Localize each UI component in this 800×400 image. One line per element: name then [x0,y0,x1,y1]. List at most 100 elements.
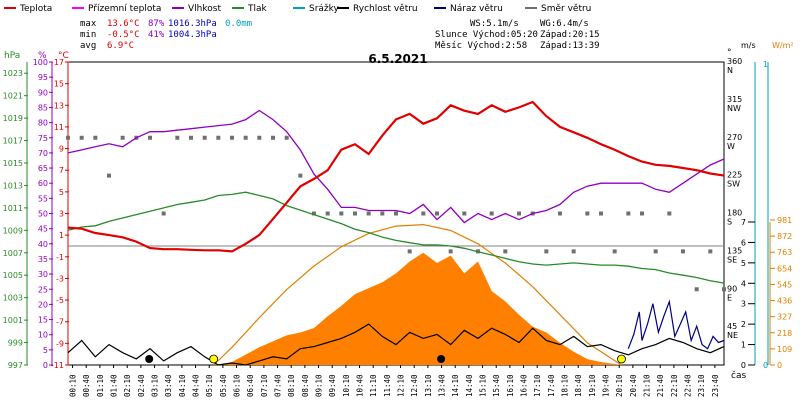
wind-direction-dot [257,135,262,140]
wind-tick-label: 2 [741,320,746,329]
humidity-tick-label: 95 [38,73,48,82]
wind-direction-dot [79,135,84,140]
wind-direction-dot [189,135,193,140]
wind-unit: m/s [741,41,756,50]
stats-block: max 13.6°C 87% 1016.3hPa 0.0mm min -0.5°… [80,19,600,51]
temperature-tick-label: 9 [59,145,64,154]
sunset-marker [617,354,626,364]
wind-tick-label: 0 [741,361,746,370]
temperature-line [67,100,725,253]
stats-moon-set: Západ:13:39 [540,41,600,51]
x-axis: 00:10 00:40 01:10 01:40 02:10 02:40 03:10 03:40… [69,365,720,397]
stats-max-temp: 13.6°C [107,19,140,29]
time-unit: čas [731,370,746,381]
wind-direction-dot [681,249,685,254]
stats-max-hum: 87% [148,19,165,29]
direction-tick-label: 270 [727,133,742,142]
pressure-tick-label: 1019 [3,114,23,123]
wind-direction-dot [544,249,549,254]
x-tick-label: 06:10 [233,374,242,397]
humidity-unit: % [38,51,47,61]
solar-tick-label: 218 [777,329,792,338]
humidity-tick-label: 30 [38,270,48,279]
x-tick-label: 20:40 [629,374,638,397]
x-tick-label: 17:40 [547,374,556,397]
wind-direction-dot [448,249,453,254]
pressure-tick-label: 1007 [3,249,23,258]
stats-wg: WG:6.4m/s [540,19,589,29]
x-tick-label: 14:10 [451,374,460,397]
wind-direction-dot [558,211,562,216]
x-tick-label: 22:10 [670,374,679,397]
direction-tick-name: SE [727,255,737,264]
legend-label: Rychlost větru [353,4,418,14]
x-tick-label: 09:40 [328,374,337,397]
direction-tick-label: 135 [727,246,742,255]
stats-moon-rise: Měsíc Východ:2:58 [435,41,527,51]
wind-direction-dot [325,211,330,216]
wind-direction-dot [394,211,398,216]
solar-tick-label: 981 [777,216,792,225]
x-tick-label: 23:40 [711,374,720,397]
stats-avg-label: avg [80,41,96,51]
wind-direction-dot [271,135,275,140]
x-tick-label: 05:10 [205,374,214,397]
wind-tick-label: 1 [741,341,746,350]
temperature-tick-label: 17 [54,58,64,67]
direction-tick-name: S [727,218,732,227]
plot-area [66,100,726,366]
stats-sun-rise: Slunce Východ:05:20 [435,30,538,40]
wind-direction-dot [107,173,111,178]
humidity-tick-label: 45 [38,225,48,234]
solar-tick-label: 872 [777,232,792,241]
pressure-line [67,191,725,284]
wind-tick-label: 6 [741,238,746,247]
humidity-tick-label: 50 [38,210,48,219]
x-tick-label: 08:10 [287,374,296,397]
temperature-tick-label: 13 [54,101,64,110]
pressure-tick-label: 1013 [3,181,23,190]
temperature-tick-label: 5 [59,188,64,197]
x-tick-label: 12:40 [410,374,419,397]
pressure-tick-label: 1003 [3,294,23,303]
stats-max-label: max [80,19,97,29]
wind-direction-dot [298,173,303,178]
wind-direction-dot [599,211,603,216]
humidity-tick-label: 100 [33,58,48,67]
pressure-tick-label: 1005 [3,271,23,280]
pressure-tick-label: 1023 [3,69,23,78]
wind-direction-dot [653,249,658,254]
stats-min-press: 1004.3hPa [168,30,217,40]
x-tick-label: 04:10 [178,374,187,397]
wind-direction-dot [202,135,207,140]
legend-label: Teplota [19,4,52,14]
direction-tick-name: NW [727,104,741,113]
chart-date-title: 6.5.2021 [368,52,427,66]
wind-direction-dot [435,211,439,216]
wind-direction-dot [407,249,412,254]
wind-direction-dot [366,211,371,216]
pressure-tick-label: 1011 [3,204,23,213]
x-tick-label: 19:40 [602,374,611,397]
temperature-tick-label: -5 [56,296,64,305]
direction-tick-name: E [727,293,732,302]
x-tick-label: 15:10 [479,374,488,397]
humidity-tick-label: 60 [38,179,48,188]
legend-label: Tlak [247,4,268,14]
wind-direction-dot [161,211,166,216]
x-tick-label: 10:40 [356,374,365,397]
temperature-tick-label: -3 [56,274,64,283]
humidity-tick-label: 65 [38,164,48,173]
wind-direction-dot [503,249,508,254]
wind-direction-dot [230,135,234,140]
direction-tick-label: 180 [727,209,742,218]
wind-direction-dot [339,211,344,216]
x-tick-label: 22:40 [684,374,693,397]
x-tick-label: 13:40 [438,374,447,397]
wind-direction-dot [667,211,672,216]
wind-speed-line [67,323,725,366]
x-tick-label: 14:40 [465,374,474,397]
humidity-tick-label: 40 [38,240,48,249]
direction-tick-name: SW [727,180,740,189]
x-tick-label: 18:10 [561,374,570,397]
